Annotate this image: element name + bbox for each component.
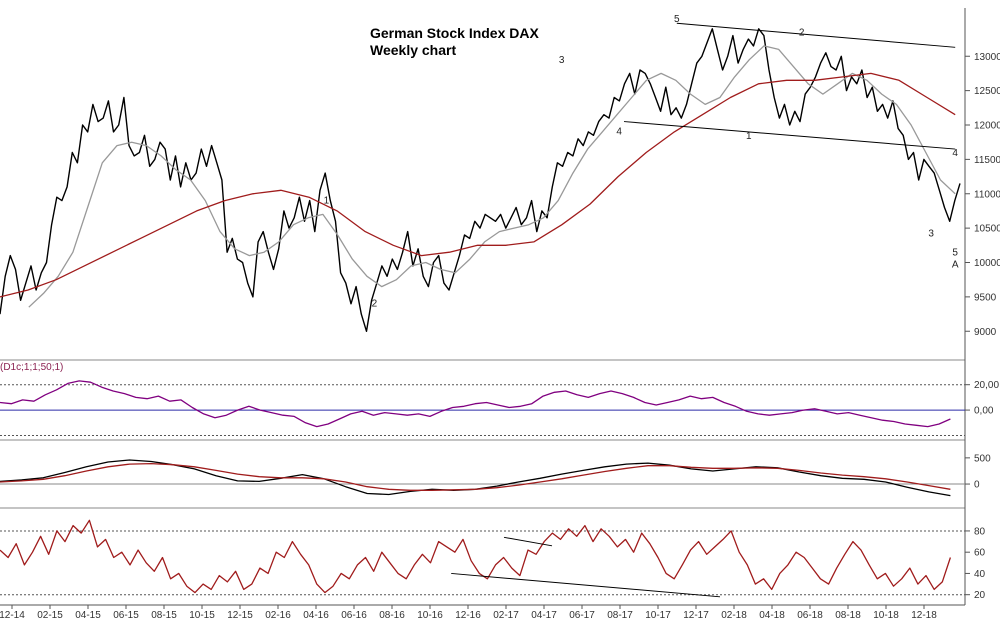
macd-y-axis: 500 0 (0, 453, 991, 491)
lower-channel-line (623, 121, 956, 150)
ma_short-line (28, 45, 956, 308)
chart-subtitle: Weekly chart (370, 42, 456, 58)
rsi-tick-label: 20 (974, 590, 986, 601)
price-tick-label: 12500 (974, 86, 1000, 97)
series-layer (0, 28, 961, 594)
x-tick-label: 06-17 (569, 610, 595, 618)
wave-label: 1 (324, 195, 330, 206)
wave-label: 4 (616, 127, 622, 138)
price-line (0, 28, 961, 332)
x-tick-label: 12-15 (227, 610, 253, 618)
rsi-tick-label: 60 (974, 548, 986, 559)
x-tick-label: 04-15 (75, 610, 101, 618)
rsi-trend-line (503, 536, 553, 547)
x-tick-label: 08-15 (151, 610, 177, 618)
x-tick-label: 02-15 (37, 610, 63, 618)
macd-tick-label: 500 (974, 453, 991, 464)
wave-label: 3 (928, 228, 934, 239)
x-tick-label: 10-18 (873, 610, 899, 618)
x-tick-label: 10-16 (417, 610, 443, 618)
price-tick-label: 10500 (974, 224, 1000, 235)
wave-label: 5 (674, 14, 680, 25)
x-tick-label: 02-16 (265, 610, 291, 618)
price-y-axis: 9000 9500 10000 10500 11000 11500 12000 12500 13… (965, 52, 1000, 338)
x-tick-label: 12-14 (0, 610, 25, 618)
wave-label: 2 (372, 299, 378, 310)
wave-label: 1 (746, 131, 752, 142)
wave-label: 3 (559, 55, 565, 66)
x-tick-label: 12-18 (911, 610, 937, 618)
price-tick-label: 12000 (974, 121, 1000, 132)
rsi-divergence-line (451, 572, 721, 598)
chart-title: German Stock Index DAX (370, 25, 539, 41)
x-tick-label: 04-16 (303, 610, 329, 618)
x-axis: 12-14 02-15 04-15 06-15 08-15 10-15 12-15 02-16… (0, 605, 937, 618)
x-tick-label: 10-17 (645, 610, 671, 618)
x-tick-label: 12-17 (683, 610, 709, 618)
oscillator-title: (D1c;1;1;50;1) (0, 362, 63, 373)
signal-line (0, 462, 951, 491)
x-tick-label: 08-18 (835, 610, 861, 618)
oscillator-line (0, 380, 951, 428)
x-tick-label: 02-17 (493, 610, 519, 618)
rsi-y-axis: 80 60 40 20 (0, 526, 986, 601)
price-tick-label: 13000 (974, 52, 1000, 63)
wave-label: 4 (952, 148, 958, 159)
upper-channel-line (676, 22, 956, 48)
price-tick-label: 10000 (974, 258, 1000, 269)
x-tick-label: 06-15 (113, 610, 139, 618)
x-tick-label: 10-15 (189, 610, 215, 618)
x-tick-label: 06-16 (341, 610, 367, 618)
wave-label: 5 (952, 248, 958, 259)
price-tick-label: 11500 (974, 155, 1000, 166)
x-tick-label: 04-18 (759, 610, 785, 618)
price-tick-label: 9500 (974, 292, 997, 303)
ma_long-line (0, 72, 956, 298)
osc-tick-label: 20,00 (974, 380, 999, 391)
x-tick-label: 08-16 (379, 610, 405, 618)
price-tick-label: 11000 (974, 189, 1000, 200)
macd-tick-label: 0 (974, 480, 980, 491)
x-tick-label: 12-16 (455, 610, 481, 618)
rsi-tick-label: 80 (974, 526, 986, 537)
wave-label: 2 (799, 28, 805, 39)
price-tick-label: 9000 (974, 327, 997, 338)
x-tick-label: 06-18 (797, 610, 823, 618)
wave-label: A (952, 259, 959, 270)
x-tick-label: 08-17 (607, 610, 633, 618)
rsi-line (0, 519, 952, 594)
x-tick-label: 02-18 (721, 610, 747, 618)
osc-tick-label: 0,00 (974, 406, 994, 417)
rsi-tick-label: 40 (974, 569, 986, 580)
x-tick-label: 04-17 (531, 610, 557, 618)
